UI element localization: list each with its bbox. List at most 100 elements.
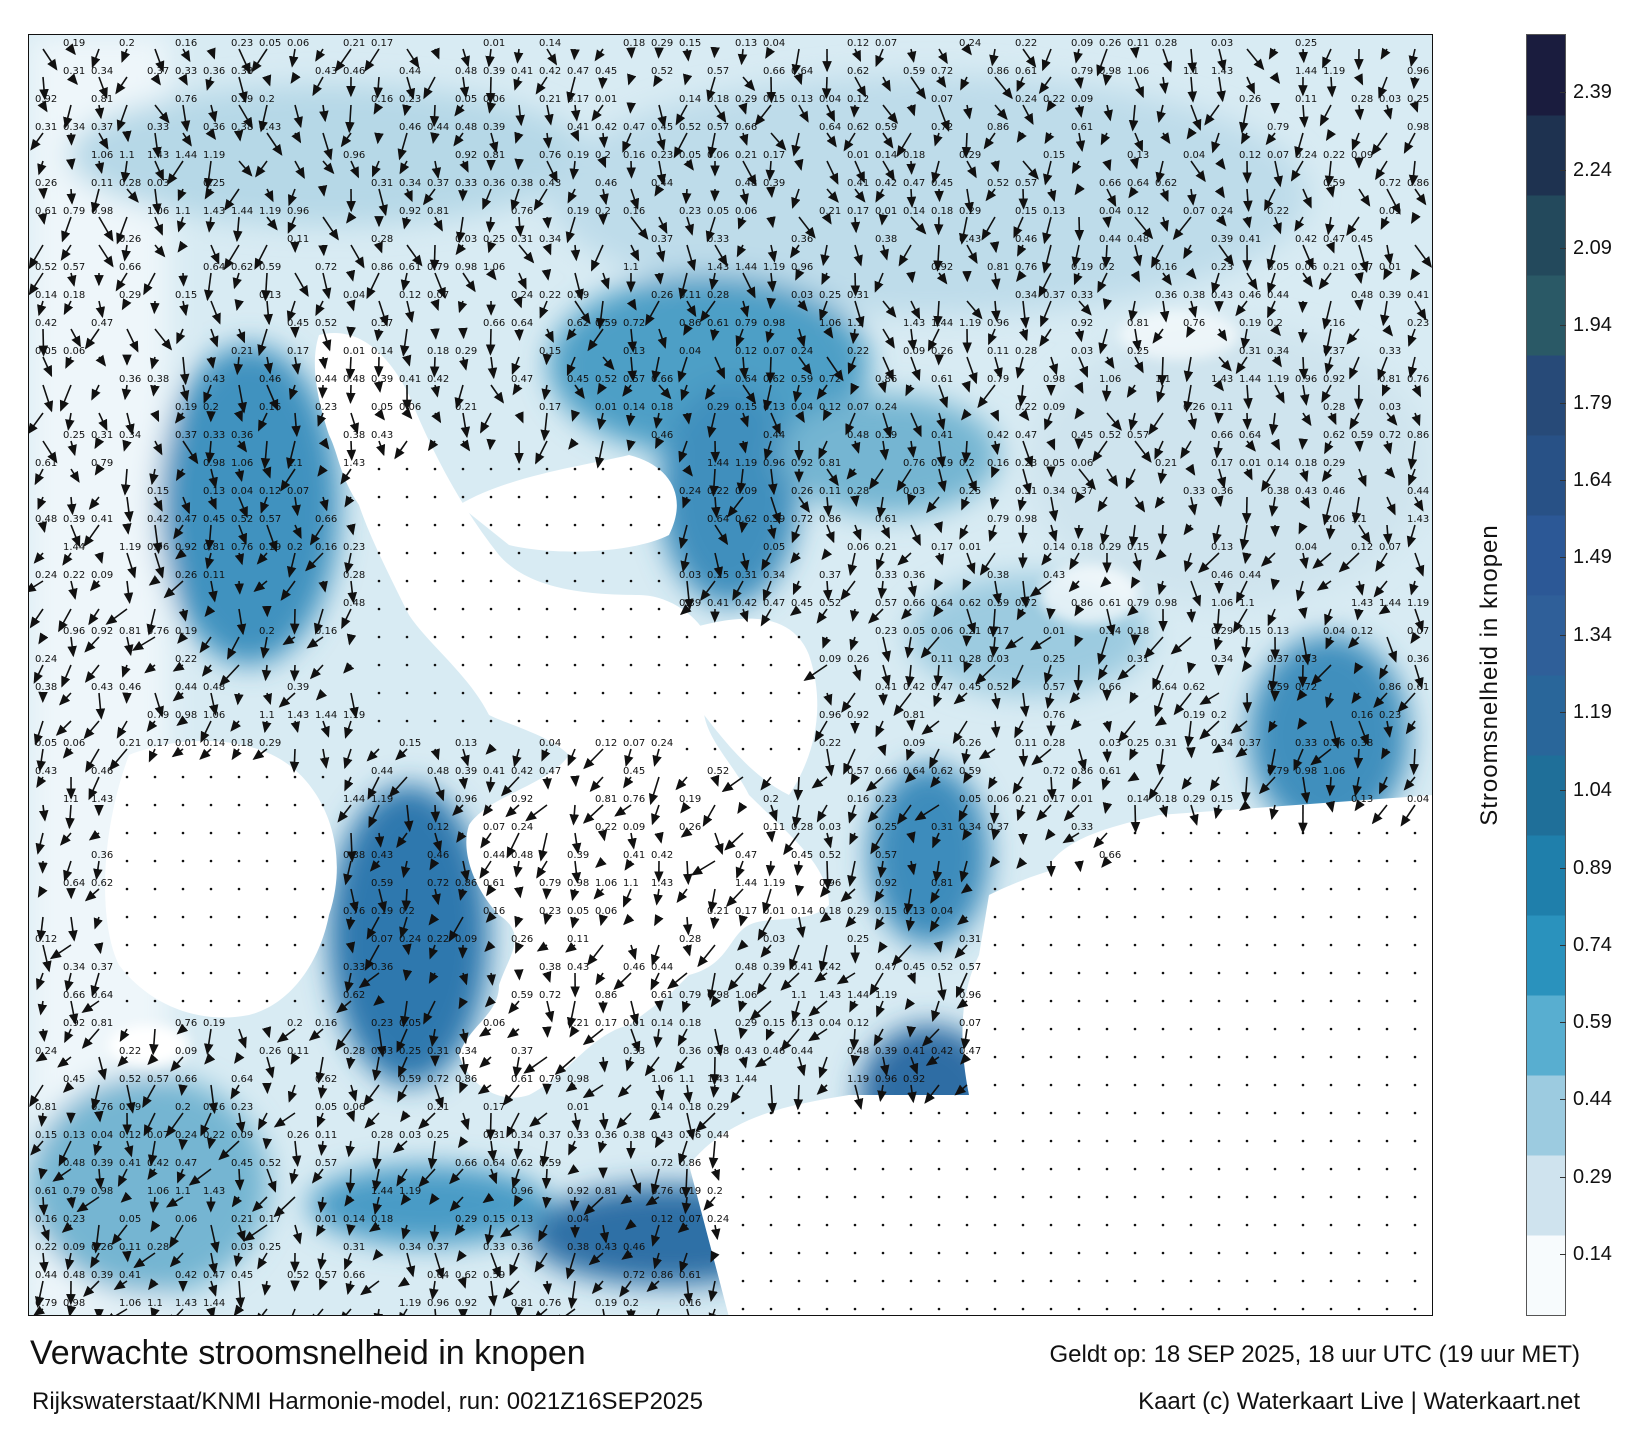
current-arrow: [705, 216, 716, 243]
speed-label: 1.06: [119, 1298, 141, 1309]
speed-label: 0.07: [371, 934, 393, 945]
speed-label: 0.92: [1071, 318, 1093, 329]
current-arrow: [994, 76, 1013, 100]
speed-label: 0.39: [287, 682, 309, 693]
speed-label: 0.16: [1323, 318, 1345, 329]
speed-label: 0.64: [511, 318, 533, 329]
speed-label: 0.34: [539, 234, 561, 245]
calm-dot: [1357, 887, 1361, 891]
current-arrow: [742, 384, 756, 405]
speed-label: 0.25: [819, 290, 841, 301]
speed-label: 0.81: [511, 1298, 533, 1309]
calm-dot: [1049, 887, 1053, 891]
speed-label: 0.86: [371, 262, 393, 273]
speed-label: 0.16: [623, 206, 645, 217]
calm-dot: [993, 1307, 997, 1311]
speed-label: 0.21: [819, 206, 841, 217]
current-arrow: [1246, 272, 1258, 291]
speed-label: 0.81: [91, 94, 113, 105]
current-arrow: [926, 496, 940, 514]
calm-dot: [433, 579, 437, 583]
current-arrow: [569, 160, 579, 180]
speed-label: 0.64: [231, 1074, 253, 1085]
current-arrow: [1351, 496, 1362, 524]
current-arrow: [1190, 104, 1202, 131]
speed-label: 0.61: [511, 1074, 533, 1085]
speed-label: 0.46: [119, 682, 141, 693]
speed-label: 0.16: [1351, 710, 1373, 721]
speed-label: 0.09: [455, 934, 477, 945]
speed-label: 0.21: [427, 1102, 449, 1113]
current-arrow: [29, 244, 44, 270]
speed-label: 0.92: [567, 1186, 589, 1197]
calm-dot: [1413, 1055, 1417, 1059]
calm-dot: [825, 1279, 829, 1283]
calm-dot: [1301, 887, 1305, 891]
calm-dot: [1357, 1307, 1361, 1311]
speed-label: 1.1: [623, 878, 639, 889]
speed-label: 0.79: [1127, 598, 1149, 609]
current-arrow: [1187, 496, 1198, 516]
calm-dot: [1301, 915, 1305, 919]
speed-label: 0.19: [567, 150, 589, 161]
calm-dot: [1217, 1195, 1221, 1199]
current-arrow: [677, 356, 688, 383]
current-arrow: [1022, 440, 1034, 468]
calm-dot: [1301, 1195, 1305, 1199]
current-arrow: [61, 216, 72, 243]
current-arrow: [1354, 440, 1364, 453]
current-arrow: [312, 76, 324, 97]
speed-label: 0.37: [147, 66, 169, 77]
colorbar-tick-mark: [1560, 1022, 1566, 1023]
speed-label: 0.15: [763, 94, 785, 105]
calm-dot: [265, 859, 269, 863]
current-arrow: [739, 356, 749, 380]
speed-label: 0.43: [91, 682, 113, 693]
speed-label: 0.52: [119, 1074, 141, 1085]
current-arrow: [204, 524, 215, 552]
current-arrow: [317, 184, 328, 197]
speed-label: 0.47: [539, 766, 561, 777]
speed-label: 0.44: [427, 122, 449, 133]
speed-label: 0.21: [959, 626, 981, 637]
speed-label: 0.62: [315, 1074, 337, 1085]
speed-label: 1.06: [147, 206, 169, 217]
calm-dot: [1077, 887, 1081, 891]
calm-dot: [237, 803, 241, 807]
map-title: Verwachte stroomsnelheid in knopen: [30, 1334, 586, 1372]
current-arrow: [1100, 132, 1111, 146]
calm-dot: [489, 635, 493, 639]
current-arrow: [1408, 48, 1419, 68]
speed-label: 0.39: [63, 514, 85, 525]
speed-label: 0.66: [119, 262, 141, 273]
speed-label: 1.43: [903, 318, 925, 329]
current-arrow: [430, 804, 441, 823]
current-arrow: [1015, 356, 1025, 379]
map-panel[interactable]: 0.19 0.2 0.16 0.23 0.05 0.06 0.21 0.17 0.01 0.14 0…: [28, 34, 1433, 1316]
speed-label: 0.29: [735, 94, 757, 105]
speed-label: 0.33: [203, 430, 225, 441]
current-arrow: [1204, 104, 1220, 126]
speed-label: 0.22: [819, 738, 841, 749]
calm-dot: [1217, 887, 1221, 891]
current-arrow: [742, 160, 757, 187]
speed-label: 0.16: [623, 150, 645, 161]
calm-dot: [657, 663, 661, 667]
speed-label: 0.03: [231, 1242, 253, 1253]
speed-label: 0.72: [1379, 178, 1401, 189]
colorbar-tick-mark: [1560, 635, 1566, 636]
speed-label: 0.16: [315, 626, 337, 637]
current-arrow: [1241, 132, 1251, 145]
speed-label: 0.18: [1071, 542, 1093, 553]
current-arrow: [318, 356, 328, 370]
current-arrow: [960, 408, 972, 421]
current-arrow: [1134, 76, 1144, 99]
current-arrow: [680, 384, 690, 402]
calm-dot: [1385, 1083, 1389, 1087]
speed-label: 0.44: [35, 1270, 57, 1281]
speed-label: 0.76: [175, 1018, 197, 1029]
current-arrow: [433, 216, 443, 232]
speed-label: 0.22: [427, 934, 449, 945]
speed-label: 0.06: [707, 150, 729, 161]
calm-dot: [125, 859, 129, 863]
